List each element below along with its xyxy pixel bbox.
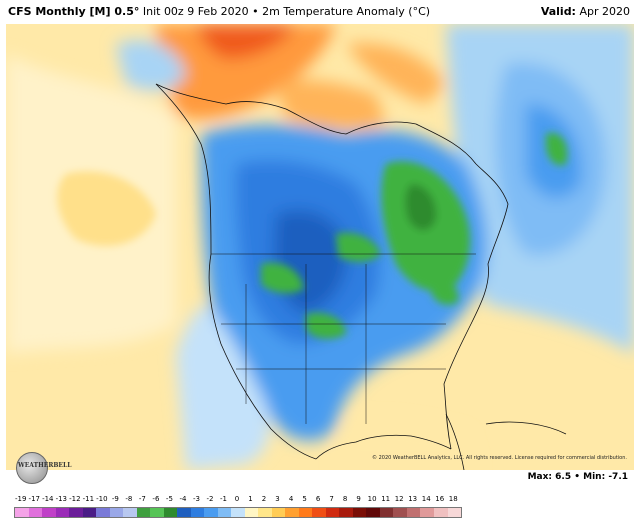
- scale-label: -2: [206, 495, 214, 503]
- scale-label: 4: [288, 495, 294, 503]
- scale-swatch: [420, 508, 434, 517]
- scale-label: 3: [275, 495, 280, 503]
- logo-globe-icon: [16, 452, 48, 484]
- color-scale-labels: -19 -17 -14 -13 -12 -11 -10 -9 -8 -7 -6 -5 -4 -3 -2 -1 0…: [14, 495, 460, 505]
- scale-swatch: [258, 508, 272, 517]
- scale-swatch: [69, 508, 83, 517]
- scale-swatch: [136, 508, 151, 517]
- scale-label: -13: [55, 495, 68, 503]
- scale-label: -12: [69, 495, 81, 503]
- scale-swatch: [298, 508, 313, 517]
- color-scale-bar: [14, 507, 462, 518]
- scale-swatch: [217, 508, 232, 517]
- scale-label: -1: [219, 495, 227, 503]
- scale-label: -4: [179, 495, 187, 503]
- scale-label: 8: [342, 495, 348, 503]
- scale-label: -6: [152, 495, 160, 503]
- weatherbell-logo: WEATHERBELL: [12, 452, 72, 486]
- scale-label: -19: [15, 495, 27, 503]
- anomaly-map: [6, 24, 634, 470]
- scale-label: -17: [28, 495, 40, 503]
- logo-text: WEATHERBELL: [18, 462, 72, 469]
- scale-label: 18: [448, 495, 458, 503]
- scale-label: 7: [329, 495, 334, 503]
- scale-swatch: [204, 508, 218, 517]
- scale-swatch: [15, 508, 29, 517]
- scale-swatch: [379, 508, 394, 517]
- scale-label: 2: [261, 495, 267, 503]
- scale-label: 13: [408, 495, 418, 503]
- scale-swatch: [123, 508, 137, 517]
- anomaly-field: [6, 24, 634, 470]
- scale-label: -9: [111, 495, 119, 503]
- scale-label: 9: [356, 495, 361, 503]
- scale-swatch: [150, 508, 164, 517]
- scale-swatch: [393, 508, 407, 517]
- max-min-readout: Max: 6.5 • Min: -7.1: [527, 472, 628, 482]
- scale-label: 12: [394, 495, 404, 503]
- scale-swatch: [96, 508, 110, 517]
- scale-swatch: [55, 508, 70, 517]
- scale-swatch: [312, 508, 326, 517]
- scale-label: 5: [302, 495, 307, 503]
- scale-swatch: [447, 508, 462, 517]
- scale-label: -5: [165, 495, 173, 503]
- scale-swatch: [163, 508, 178, 517]
- map-header: CFS Monthly [M] 0.5° Init 00z 9 Feb 2020…: [0, 0, 640, 24]
- scale-swatch: [271, 508, 286, 517]
- scale-swatch: [352, 508, 367, 517]
- scale-label: 0: [234, 495, 240, 503]
- scale-label: 1: [248, 495, 253, 503]
- scale-swatch: [177, 508, 191, 517]
- scale-swatch: [28, 508, 43, 517]
- scale-label: -8: [125, 495, 133, 503]
- scale-swatch: [109, 508, 124, 517]
- scale-swatch: [285, 508, 299, 517]
- scale-label: 16: [435, 495, 445, 503]
- scale-swatch: [339, 508, 353, 517]
- scale-swatch: [244, 508, 259, 517]
- scale-swatch: [82, 508, 97, 517]
- scale-swatch: [231, 508, 245, 517]
- coastlines: [155, 83, 567, 470]
- scale-label: -3: [192, 495, 200, 503]
- scale-label: -10: [96, 495, 108, 503]
- scale-label: 6: [315, 495, 321, 503]
- scale-swatch: [433, 508, 448, 517]
- scale-swatch: [366, 508, 380, 517]
- scale-label: -7: [138, 495, 146, 503]
- scale-label: 14: [421, 495, 431, 503]
- scale-swatch: [190, 508, 205, 517]
- scale-swatch: [42, 508, 56, 517]
- scale-label: 11: [381, 495, 391, 503]
- copyright-notice: © 2020 WeatherBELL Analytics, LLC. All r…: [372, 455, 627, 461]
- scale-label: -11: [82, 495, 95, 503]
- map-title: CFS Monthly [M] 0.5° Init 00z 9 Feb 2020…: [8, 5, 431, 18]
- valid-date: Valid: Apr 2020: [540, 5, 630, 18]
- scale-swatch: [325, 508, 340, 517]
- scale-swatch: [406, 508, 421, 517]
- scale-label: -14: [42, 495, 54, 503]
- scale-label: 10: [367, 495, 377, 503]
